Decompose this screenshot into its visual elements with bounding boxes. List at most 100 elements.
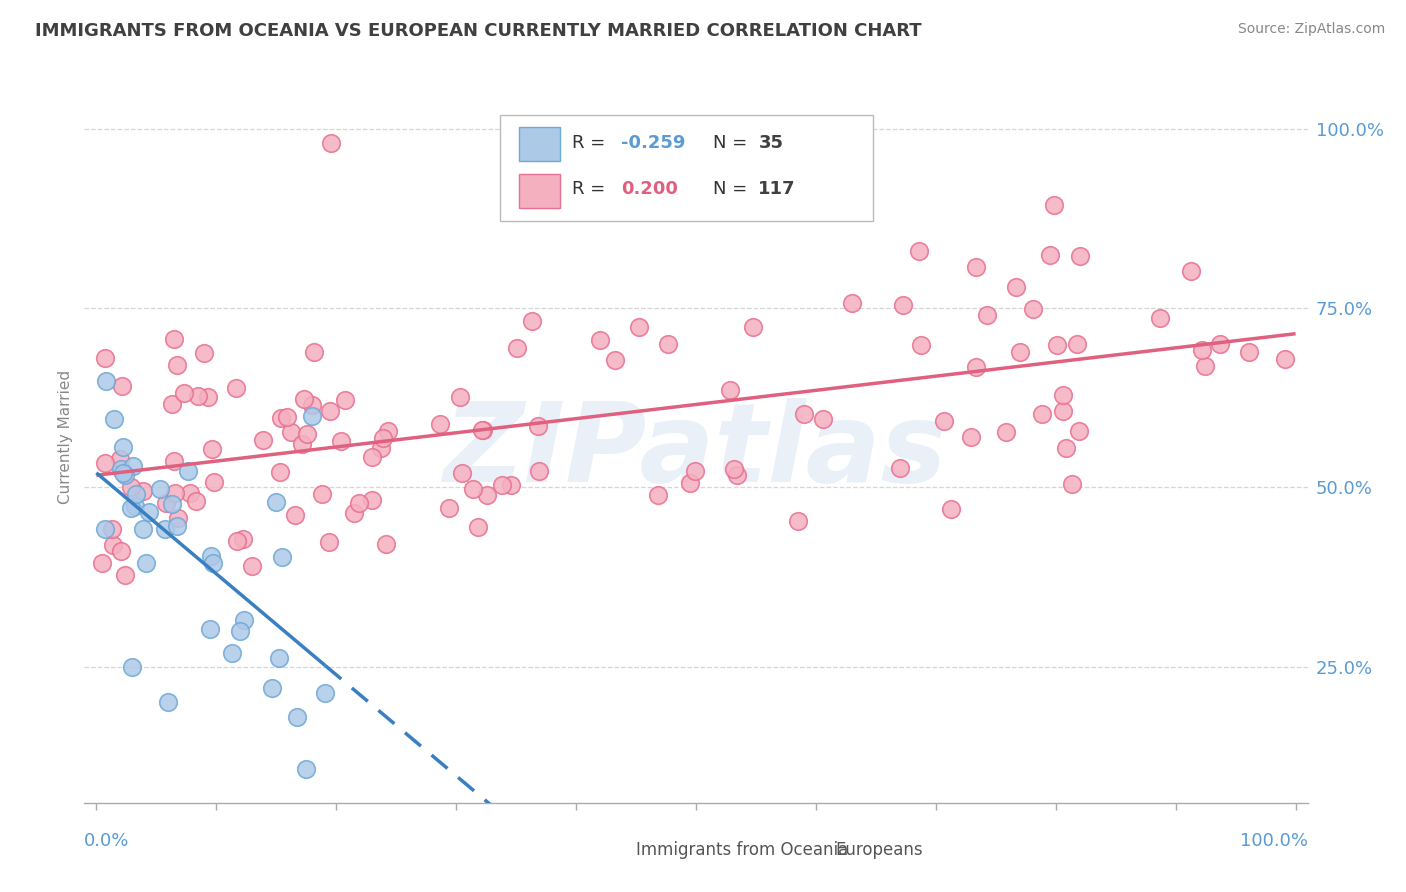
Point xyxy=(229,624,252,638)
Point xyxy=(1022,302,1045,317)
Point xyxy=(160,497,183,511)
Point xyxy=(976,308,998,322)
Point xyxy=(110,462,132,476)
Point xyxy=(269,465,291,479)
Point xyxy=(628,319,651,334)
Point xyxy=(103,412,125,426)
Point xyxy=(132,483,155,498)
Text: Immigrants from Oceania: Immigrants from Oceania xyxy=(636,841,848,859)
Point xyxy=(506,342,529,356)
Point xyxy=(160,397,183,411)
Point xyxy=(198,622,221,636)
Point xyxy=(910,338,932,352)
Point xyxy=(889,461,911,475)
Point xyxy=(908,244,931,258)
Text: Europeans: Europeans xyxy=(835,841,924,859)
Point xyxy=(201,556,224,570)
Point xyxy=(101,538,124,552)
FancyBboxPatch shape xyxy=(589,837,628,865)
Point xyxy=(1069,250,1091,264)
Point xyxy=(932,414,955,428)
Point xyxy=(163,454,186,468)
Point xyxy=(311,487,333,501)
Point xyxy=(121,458,143,473)
Text: N =: N = xyxy=(713,180,754,198)
Point xyxy=(449,390,471,404)
Point xyxy=(841,295,863,310)
Point xyxy=(94,456,117,470)
Point xyxy=(276,410,298,425)
Point xyxy=(291,436,314,450)
FancyBboxPatch shape xyxy=(519,174,560,208)
Point xyxy=(891,298,914,312)
Point xyxy=(225,381,247,395)
Point xyxy=(1149,311,1171,326)
Point xyxy=(965,260,987,275)
Point xyxy=(589,333,612,347)
Point xyxy=(125,487,148,501)
Point xyxy=(1031,407,1053,421)
Point xyxy=(163,332,186,346)
Point xyxy=(685,464,707,478)
Point xyxy=(343,506,366,520)
Point xyxy=(187,389,209,403)
Point xyxy=(166,358,188,372)
Point xyxy=(197,390,219,404)
Y-axis label: Currently Married: Currently Married xyxy=(58,370,73,504)
Point xyxy=(100,522,122,536)
Point xyxy=(202,475,225,489)
Point xyxy=(467,520,489,534)
Point xyxy=(527,464,550,478)
Point xyxy=(375,537,398,551)
Point xyxy=(176,464,198,478)
Point xyxy=(153,522,176,536)
Point xyxy=(679,475,702,490)
Point xyxy=(371,431,394,445)
Point xyxy=(124,499,146,513)
Point xyxy=(110,544,132,558)
Text: ZIPatlas: ZIPatlas xyxy=(444,398,948,505)
Point xyxy=(965,359,987,374)
Point xyxy=(1209,337,1232,351)
Point xyxy=(232,532,254,546)
Text: -0.259: -0.259 xyxy=(621,134,686,152)
Point xyxy=(811,412,834,426)
Point xyxy=(319,136,342,150)
Text: R =: R = xyxy=(572,134,612,152)
Point xyxy=(232,613,254,627)
Point xyxy=(112,441,135,455)
Point xyxy=(1067,425,1090,439)
Point xyxy=(114,567,136,582)
Point xyxy=(527,419,550,434)
Point xyxy=(463,482,485,496)
Point xyxy=(264,494,287,508)
Point xyxy=(725,467,748,482)
Point xyxy=(1039,248,1062,262)
Point xyxy=(1046,338,1069,352)
Point xyxy=(155,496,177,510)
Text: R =: R = xyxy=(572,180,612,198)
Point xyxy=(330,434,353,449)
Point xyxy=(262,681,284,695)
Point xyxy=(603,353,626,368)
Point xyxy=(267,651,290,665)
FancyBboxPatch shape xyxy=(519,128,560,161)
Point xyxy=(491,478,513,492)
Point xyxy=(472,423,495,437)
Point xyxy=(173,385,195,400)
Point xyxy=(132,522,155,536)
Point xyxy=(149,482,172,496)
Point xyxy=(1052,387,1074,401)
Point xyxy=(112,467,135,481)
Point xyxy=(1060,476,1083,491)
Point xyxy=(1052,404,1074,418)
Point xyxy=(960,430,983,444)
Point xyxy=(723,462,745,476)
Text: N =: N = xyxy=(713,134,754,152)
Point xyxy=(437,501,460,516)
Text: 0.0%: 0.0% xyxy=(84,832,129,850)
Point xyxy=(94,351,117,365)
Point xyxy=(304,345,326,359)
Text: 100.0%: 100.0% xyxy=(1240,832,1308,850)
Point xyxy=(221,646,243,660)
